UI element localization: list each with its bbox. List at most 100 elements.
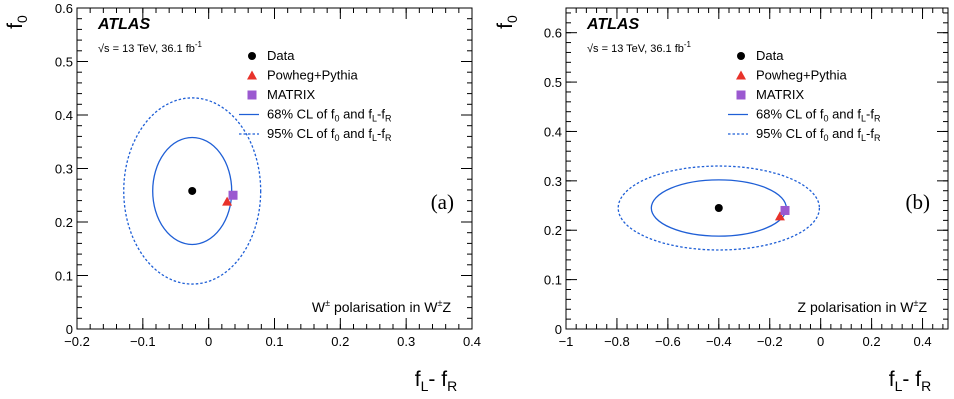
legend-marker-data (248, 52, 256, 60)
legend-marker-matrix (736, 90, 746, 100)
x-tick-label: 0.1 (265, 334, 283, 349)
ann-text: polarisation in W (330, 299, 438, 315)
legend-label: 68% CL of f0 and fL-fR (756, 107, 881, 124)
ann-text: Z (442, 299, 451, 315)
legend-text: and f (339, 107, 372, 122)
x-axis-label-sub-l: L (421, 378, 429, 394)
y-axis-label-sub: 0 (504, 15, 520, 23)
ellipse-95-cl (123, 97, 262, 285)
y-axis-label: f0 (494, 15, 520, 29)
legend-label: Powheg+Pythia (756, 68, 847, 83)
y-axis-label: f0 (4, 15, 30, 29)
legend-marker-powheg (736, 70, 746, 80)
y-tick-label: 0.5 (544, 75, 562, 90)
legend-sub: 0 (334, 114, 339, 124)
atlas-label: ATLAS (97, 16, 150, 33)
x-tick-label: 0.3 (397, 334, 415, 349)
x-tick-label: −0.4 (706, 334, 732, 349)
sqrt-s: √s (98, 43, 110, 55)
data-point (188, 186, 197, 195)
legend-text: 68% CL of f (756, 107, 824, 122)
y-tick-label: 0.6 (55, 1, 73, 16)
energy-text: = 13 TeV, 36.1 fb (110, 43, 195, 55)
panel-label: (a) (431, 190, 454, 214)
legend-text: 95% CL of f (756, 126, 824, 141)
legend-label: Data (756, 48, 784, 63)
legend-label: Data (267, 48, 295, 63)
legend-sub: R (874, 114, 881, 124)
x-tick-label: −0.8 (604, 334, 630, 349)
energy-text: = 13 TeV, 36.1 fb (599, 43, 684, 55)
x-tick-label: 0.4 (913, 334, 931, 349)
energy-lumi-label: √s = 13 TeV, 36.1 fb-1 (587, 40, 692, 55)
lumi-exponent: -1 (195, 40, 203, 49)
y-tick-label: 0.2 (544, 223, 562, 238)
ellipse-95-cl (617, 165, 821, 251)
x-tick-label: −0.1 (130, 334, 156, 349)
x-tick-label: 0.4 (463, 334, 481, 349)
x-tick-label: −0.2 (757, 334, 783, 349)
y-tick-label: 0.3 (55, 162, 73, 177)
x-tick-label: 0 (817, 334, 824, 349)
x-axis-label-sub-l: L (895, 378, 903, 394)
plot-frame (565, 7, 949, 330)
chart-panel-a: −0.2 −0.1 0 0.1 0.2 0.3 0.4 0 0.1 0.2 0.3 0.4 0.5 0.6… (4, 1, 481, 394)
legend-sub: R (385, 133, 392, 143)
panel-label: (b) (906, 190, 931, 214)
x-axis-label-f: f (889, 368, 895, 391)
y-tick-label: 0.1 (544, 273, 562, 288)
legend-marker-matrix (247, 90, 257, 100)
y-axis-label-f: f (494, 23, 517, 29)
polarisation-annotation: W± polarisation in W±Z (312, 298, 452, 315)
legend-sub: 0 (823, 133, 828, 143)
legend-text: -f (377, 126, 385, 141)
y-tick-label: 0 (555, 322, 562, 337)
legend-text: -f (866, 126, 874, 141)
ann-text: Z (918, 299, 927, 315)
legend-sub: 0 (334, 133, 339, 143)
x-axis-label: fL- fR (415, 368, 457, 394)
legend-text: -f (377, 107, 385, 122)
atlas-label: ATLAS (586, 16, 639, 33)
y-tick-label: 0 (66, 322, 73, 337)
y-tick-label: 0.4 (544, 124, 562, 139)
legend-text: Powheg+Pythia (756, 68, 847, 83)
ann-sup: ± (325, 298, 330, 308)
legend-marker-data (737, 52, 745, 60)
x-axis-label-sub-r: R (921, 378, 931, 394)
legend-sub: L (372, 114, 377, 124)
legend-sub: 0 (823, 114, 828, 124)
lumi-exponent: -1 (684, 40, 692, 49)
x-axis-label: fL- fR (889, 368, 931, 394)
legend-label: MATRIX (267, 87, 315, 102)
y-axis-label-sub: 0 (14, 15, 30, 23)
x-tick-label: −0.6 (655, 334, 681, 349)
x-axis-label-sub-r: R (447, 378, 457, 394)
legend-label: 95% CL of f0 and fL-fR (267, 126, 392, 143)
x-tick-label: 0 (205, 334, 212, 349)
powheg-point (222, 196, 233, 206)
x-tick-label: 0.2 (331, 334, 349, 349)
y-axis-label-f: f (4, 23, 27, 29)
legend-text: Data (756, 48, 784, 63)
legend-text: and f (828, 107, 861, 122)
legend-sub: R (385, 114, 392, 124)
legend-label: MATRIX (756, 87, 804, 102)
y-tick-label: 0.1 (55, 269, 73, 284)
chart-panel-b: −1 −0.8 −0.6 −0.4 −0.2 0 0.2 0.4 0 0.1 0.2 0.3 0.4 0.… (494, 7, 949, 394)
legend-text: MATRIX (267, 87, 315, 102)
x-tick-label: 0.2 (863, 334, 881, 349)
ann-text: W (312, 299, 326, 315)
matrix-point (228, 190, 238, 200)
sqrt-s: √s (587, 43, 599, 55)
y-tick-label: 0.2 (55, 215, 73, 230)
energy-lumi-label: √s = 13 TeV, 36.1 fb-1 (98, 40, 203, 55)
y-tick-label: 0.4 (55, 108, 73, 123)
x-tick-label: −1 (559, 334, 574, 349)
legend-text: 95% CL of f (267, 126, 335, 141)
legend-sub: R (874, 133, 881, 143)
x-tick-label: −0.2 (64, 334, 90, 349)
ann-text: Z polarisation in W (798, 299, 915, 315)
x-axis-label-mid: - f (428, 368, 447, 391)
